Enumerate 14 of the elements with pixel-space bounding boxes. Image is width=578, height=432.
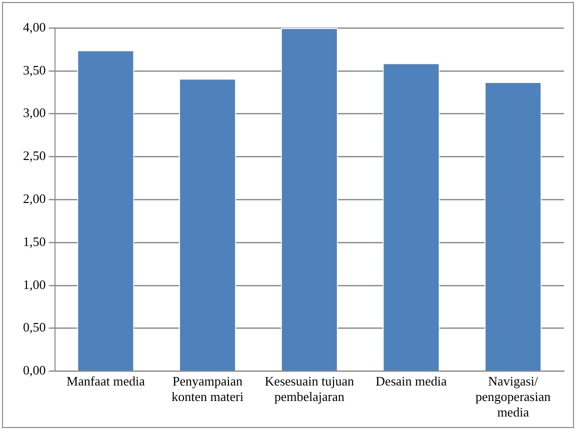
y-tick-label: 2,50 bbox=[23, 148, 46, 164]
x-tick-label: Navigasi/ pengoperasian media bbox=[476, 373, 552, 420]
y-tick-label: 1,00 bbox=[23, 276, 46, 292]
y-tick-label: 0,50 bbox=[23, 320, 46, 335]
y-tick-label: 3,50 bbox=[23, 62, 46, 78]
y-tick-label: 0,00 bbox=[23, 362, 46, 378]
x-tick-label: Manfaat media bbox=[66, 373, 146, 388]
x-tick-label: Desain media bbox=[376, 373, 448, 388]
y-tick-label: 4,00 bbox=[23, 19, 46, 34]
y-tick-label: 1,50 bbox=[23, 234, 46, 249]
y-tick-label: 2,00 bbox=[23, 191, 46, 206]
x-tick-label: Penyampaian konten materi bbox=[172, 373, 244, 404]
x-tick-label: Kesesuain tujuan pembelajaran bbox=[264, 373, 354, 404]
y-tick-label: 3,00 bbox=[23, 105, 46, 120]
